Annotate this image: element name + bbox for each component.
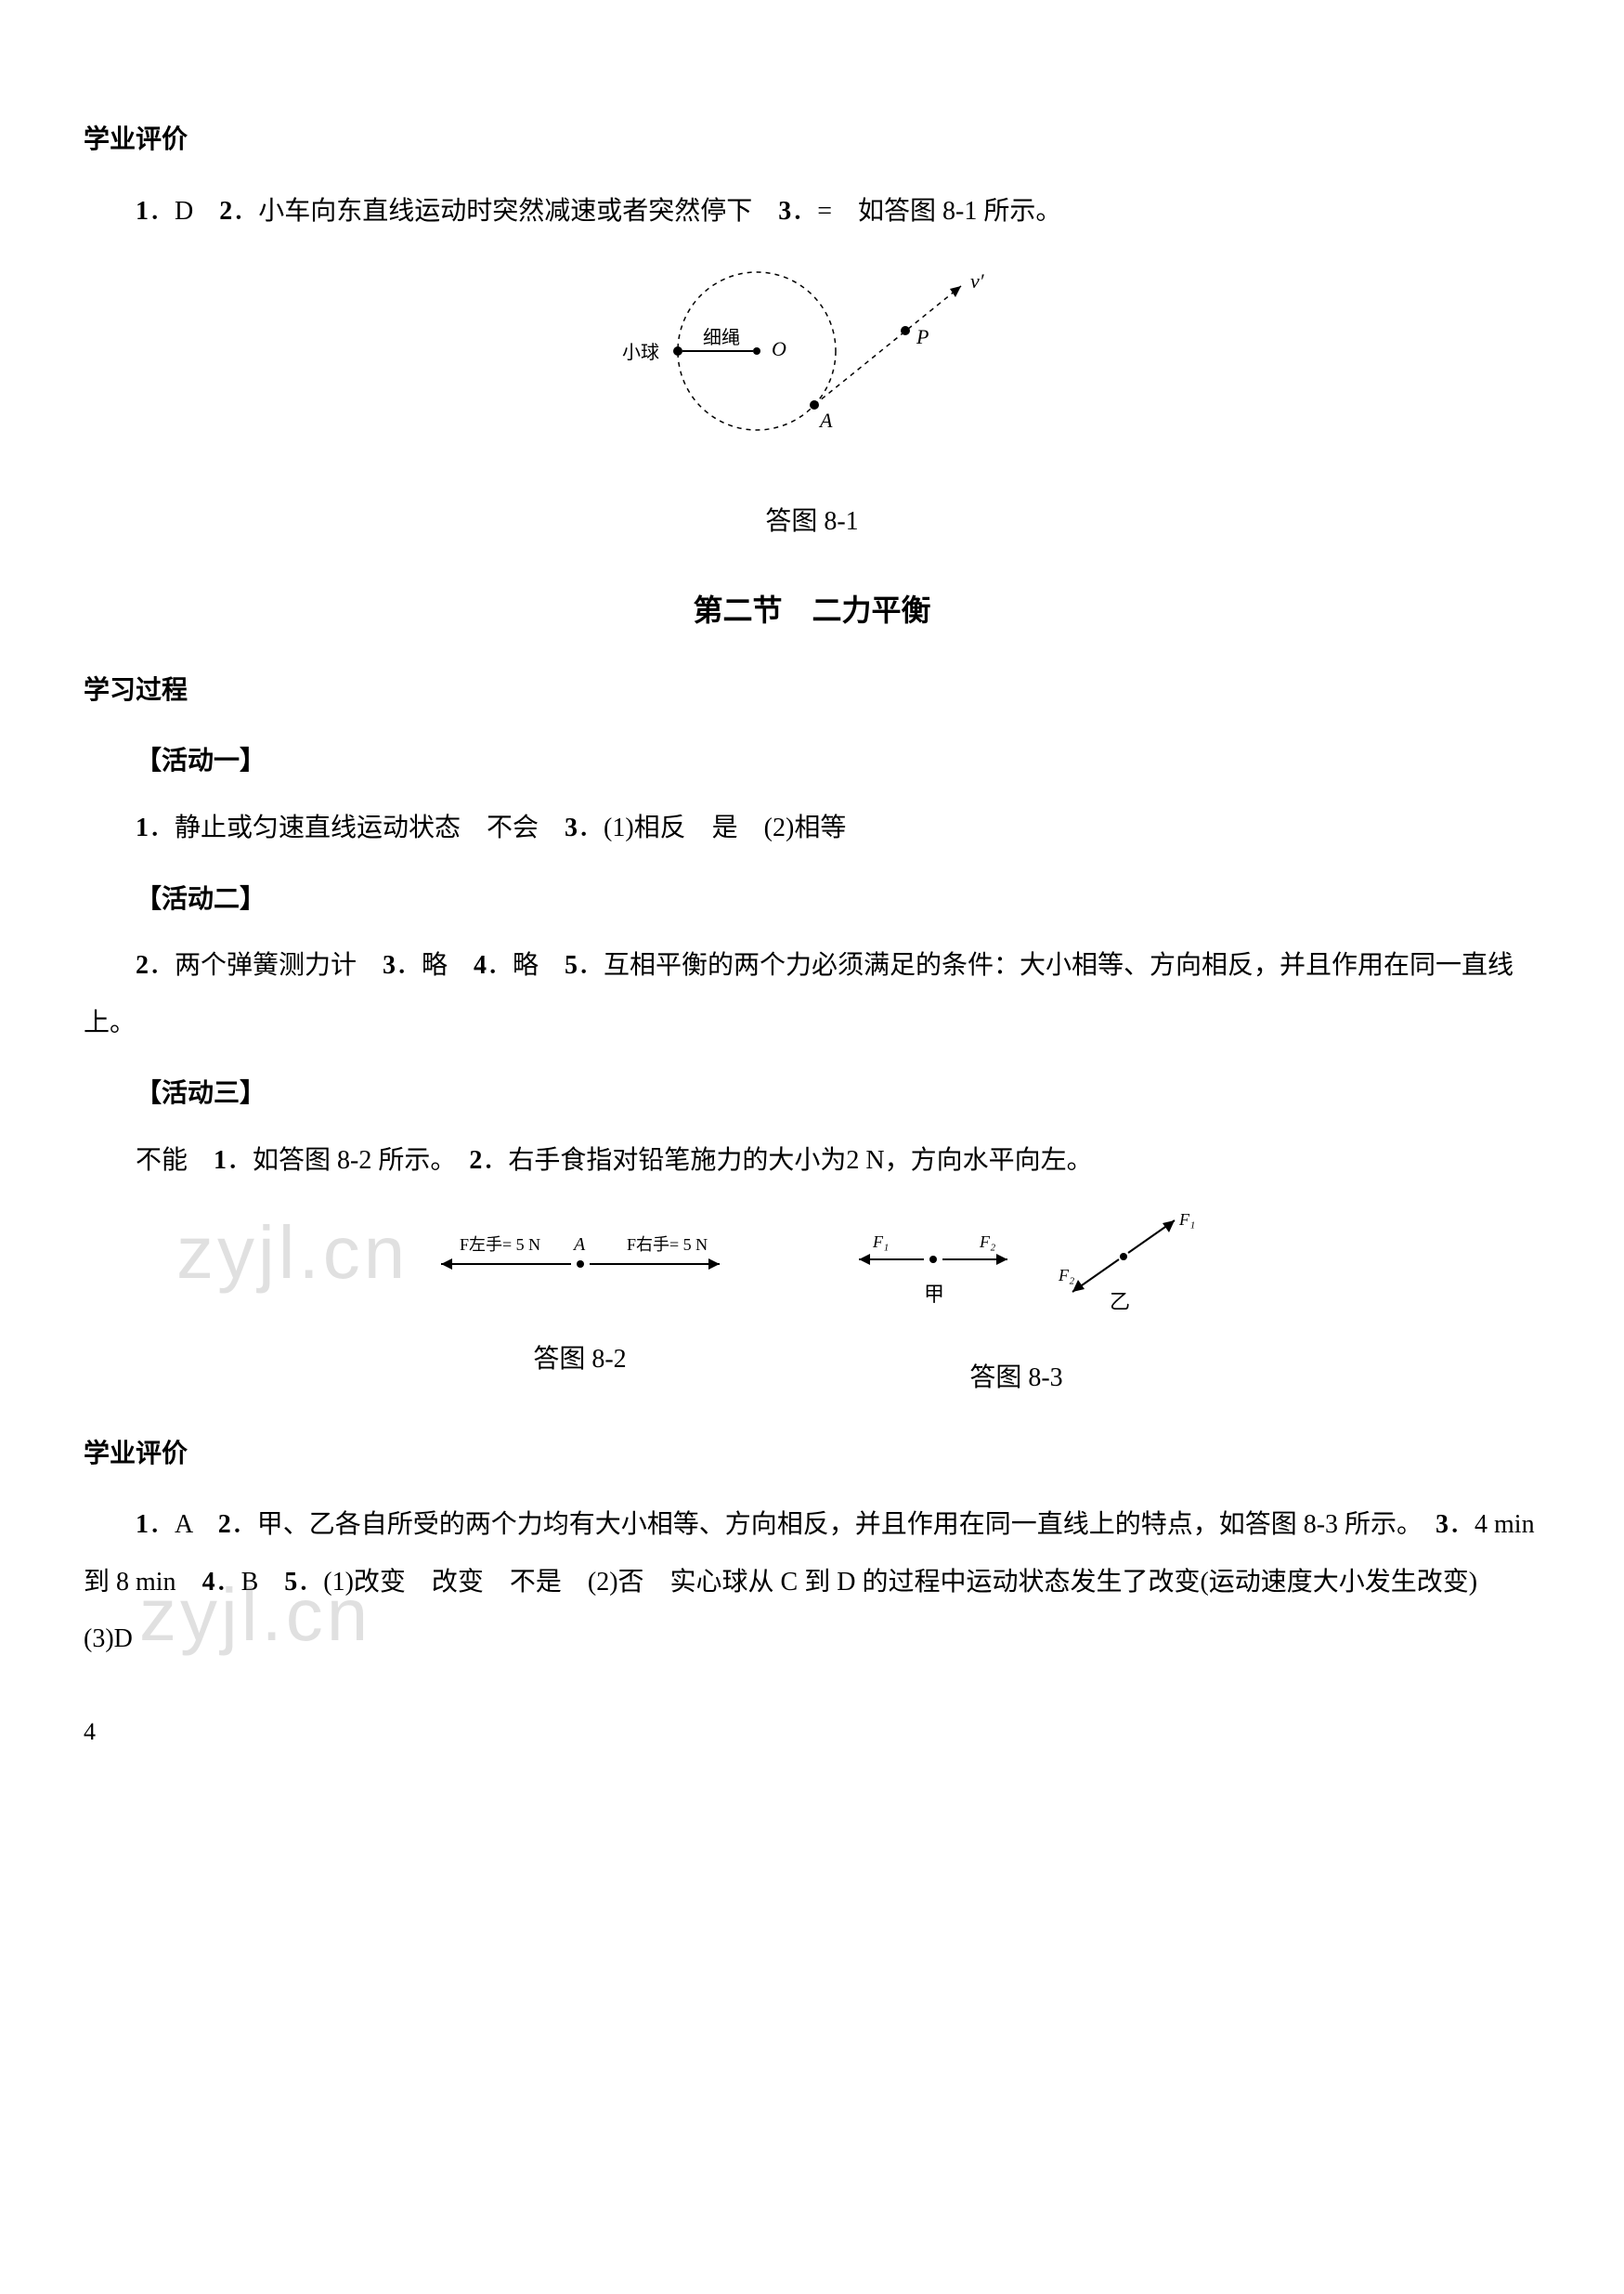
point-P <box>901 326 910 335</box>
figure-8-2-caption: 答图 8-2 <box>413 1331 747 1388</box>
figure-8-2-svg: A F左手= 5 N F右手= 5 N <box>413 1208 747 1301</box>
jia-point <box>929 1256 937 1263</box>
act3-n2: 2 <box>469 1146 482 1175</box>
ev2-n4: 4 <box>202 1568 215 1597</box>
activity-3-heading: 【活动三】 <box>84 1065 1540 1123</box>
figure-8-1-caption: 答图 8-1 <box>84 493 1540 551</box>
heading-evaluation-2: 学业评价 <box>84 1426 1540 1483</box>
figure-8-1-container: O 小球 细绳 A v′ P 答图 8-1 <box>84 258 1540 550</box>
figure-8-3-svg: F₁ F₂ 甲 F₁ F₂ 乙 <box>822 1208 1212 1320</box>
label-A: A <box>818 409 833 432</box>
label-ball: 小球 <box>622 342 659 363</box>
act2-t4: ．略 <box>487 951 565 980</box>
ev2-t4: ．B <box>215 1568 285 1597</box>
activity-1-heading: 【活动一】 <box>84 733 1540 790</box>
act1-t1: ．静止或匀速直线运动状态 不会 <box>149 814 565 842</box>
activity-3-answers: 不能 1．如答图 8-2 所示。 2．右手食指对铅笔施力的大小为2 N，方向水平… <box>84 1132 1540 1190</box>
jia-f1: F₁ <box>872 1232 889 1251</box>
num-2: 2 <box>219 197 232 226</box>
label-A-fig2: A <box>572 1234 586 1255</box>
ev2-n2: 2 <box>218 1510 231 1539</box>
figure-8-2-item: A F左手= 5 N F右手= 5 N 答图 8-2 <box>413 1208 747 1407</box>
ev2-t5: ．(1)改变 改变 不是 (2)否 实心球从 C 到 D 的过程中运动状态发生了… <box>84 1568 1503 1654</box>
activity-1-answers: 1．静止或匀速直线运动状态 不会 3．(1)相反 是 (2)相等 <box>84 800 1540 857</box>
ev2-n3: 3 <box>1436 1510 1449 1539</box>
label-O: O <box>772 337 786 360</box>
label-fright: F右手= 5 N <box>627 1235 708 1254</box>
section-title: 第二节 二力平衡 <box>84 578 1540 643</box>
page-number: 4 <box>84 1705 1540 1758</box>
figure-row-8-2-3: zyjl.cn A F左手= 5 N F右手= 5 N 答图 8-2 F₁ <box>84 1208 1540 1407</box>
ev2-t2: ．甲、乙各自所受的两个力均有大小相等、方向相反，并且作用在同一直线上的特点，如答… <box>231 1510 1436 1539</box>
answer-line-1: 1．D 2．小车向东直线运动时突然减速或者突然停下 3．= 如答图 8-1 所示… <box>84 183 1540 241</box>
act1-n1: 1 <box>136 814 149 842</box>
heading-evaluation-1: 学业评价 <box>84 111 1540 169</box>
point-A-fig2 <box>577 1260 584 1268</box>
arrow-v <box>950 286 961 297</box>
act2-t3: ．略 <box>396 951 474 980</box>
arrow-left-head <box>441 1258 452 1270</box>
point-ball <box>673 346 682 356</box>
yi-f1: F₁ <box>1178 1210 1195 1229</box>
act3-n1: 1 <box>214 1146 227 1175</box>
figure-8-3-item: F₁ F₂ 甲 F₁ F₂ 乙 答图 8-3 <box>822 1208 1212 1407</box>
ev2-t1: ．A <box>149 1510 218 1539</box>
act2-n2: 2 <box>136 951 149 980</box>
point-O <box>753 347 760 355</box>
act2-n5: 5 <box>565 951 578 980</box>
ans-1b: ．小车向东直线运动时突然减速或者突然停下 <box>232 197 778 226</box>
act1-n3: 3 <box>565 814 578 842</box>
act2-t2: ．两个弹簧测力计 <box>149 951 383 980</box>
tangent-line <box>814 286 961 405</box>
ans-1c: ．= 如答图 8-1 所示。 <box>791 197 1061 226</box>
ans-1a: ．D <box>149 197 219 226</box>
label-v: v′ <box>970 269 985 293</box>
act1-t3: ．(1)相反 是 (2)相等 <box>578 814 846 842</box>
act3-t2: ．右手食指对铅笔施力的大小为2 N，方向水平向左。 <box>482 1146 1092 1175</box>
act2-n3: 3 <box>383 951 396 980</box>
jia-label: 甲 <box>924 1283 944 1306</box>
num-1: 1 <box>136 197 149 226</box>
label-rope: 细绳 <box>703 327 740 348</box>
heading-process: 学习过程 <box>84 662 1540 720</box>
activity-2-answers: 2．两个弹簧测力计 3．略 4．略 5．互相平衡的两个力必须满足的条件：大小相等… <box>84 937 1540 1051</box>
yi-point <box>1120 1253 1127 1260</box>
jia-right-head <box>996 1254 1007 1265</box>
ev2-n5: 5 <box>284 1568 297 1597</box>
yi-f2: F₂ <box>1058 1266 1074 1284</box>
label-P: P <box>916 325 929 348</box>
act3-t1: ．如答图 8-2 所示。 <box>227 1146 469 1175</box>
label-fleft: F左手= 5 N <box>460 1235 540 1254</box>
jia-left-head <box>859 1254 870 1265</box>
figure-8-3-caption: 答图 8-3 <box>822 1349 1212 1407</box>
yi-label: 乙 <box>1110 1290 1130 1313</box>
jia-f2: F₂ <box>979 1232 995 1251</box>
figure-8-1-svg: O 小球 细绳 A v′ P <box>571 258 1054 463</box>
arrow-right-head <box>708 1258 720 1270</box>
num-3: 3 <box>778 197 791 226</box>
ev2-n1: 1 <box>136 1510 149 1539</box>
evaluation-2-answers: 1．A 2．甲、乙各自所受的两个力均有大小相等、方向相反，并且作用在同一直线上的… <box>84 1496 1540 1668</box>
act2-n4: 4 <box>474 951 487 980</box>
watermark-1: zyjl.cn <box>176 1171 409 1335</box>
yi-up-head <box>1163 1220 1175 1232</box>
activity-2-heading: 【活动二】 <box>84 871 1540 929</box>
act3-pre: 不能 <box>136 1146 214 1175</box>
